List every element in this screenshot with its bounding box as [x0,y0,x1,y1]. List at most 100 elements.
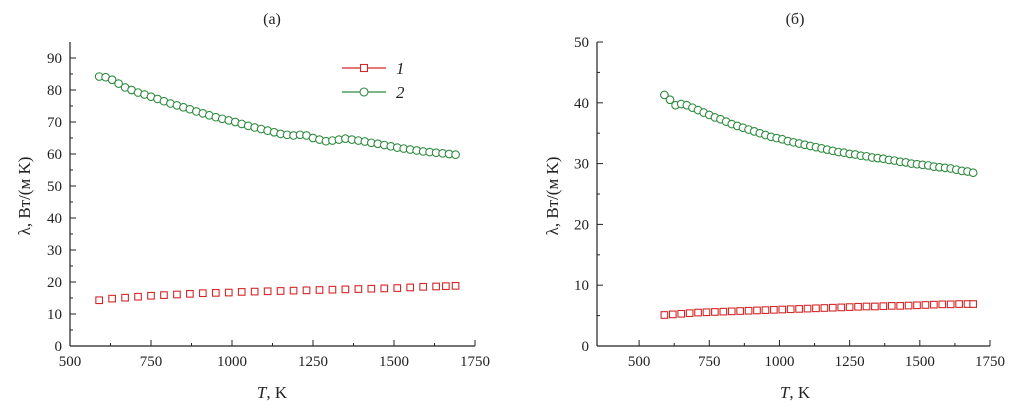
data-point-series-2 [660,90,669,100]
data-point-series-1 [380,284,389,293]
data-point-series-1 [969,300,978,308]
x-tick-label: 1000 [217,354,247,370]
data-point-series-1 [879,302,888,311]
data-point-series-1 [913,301,921,310]
y-axis-title: λ, Вт/(м K) [543,157,562,236]
y-tick-label: 80 [47,83,62,99]
data-point-series-1 [328,285,337,294]
x-tick-label: 1500 [379,354,409,370]
data-point-series-1 [668,310,677,319]
data-point-series-1 [198,289,207,298]
data-point-series-1 [315,286,324,294]
series-2 [660,90,978,178]
data-point-series-1 [302,286,311,295]
data-point-series-1 [173,290,181,299]
data-point-series-2 [107,75,117,85]
data-point-series-1 [121,293,129,302]
data-point-series-1 [711,308,719,316]
data-point-series-1 [719,307,728,316]
y-tick-label: 0 [582,339,590,355]
data-point-series-1 [930,300,938,309]
data-point-series-1 [896,302,905,310]
data-point-series-1 [871,302,879,311]
y-axis-title: λ, Вт/(м K) [15,157,34,236]
series-2 [94,72,460,159]
data-point-series-1 [862,302,871,311]
chart-panel-2: (б) 0 10 20 30 40 50 500 750 1000 1250 1500 1750 T, K… [543,11,1005,402]
data-point-series-1 [795,305,803,313]
y-tick-label: 10 [574,278,589,294]
data-point-series-1 [432,282,440,291]
data-point-series-1 [744,306,753,315]
data-point-series-1 [828,303,837,312]
data-point-series-1 [224,288,233,297]
data-point-series-1 [419,282,428,291]
data-point-series-1 [276,287,285,295]
data-point-series-1 [660,311,669,319]
data-point-series-1 [341,285,350,294]
data-point-series-1 [108,294,116,303]
data-point-series-1 [677,309,686,318]
y-tick-label: 70 [47,115,62,131]
data-point-series-1 [887,302,896,310]
data-point-series-1 [702,308,711,317]
data-point-series-1 [820,304,829,312]
data-point-series-1 [134,292,142,301]
x-axis-unit: , K [266,383,288,402]
y-tick-label: 60 [47,147,62,163]
data-point-series-1 [685,309,694,318]
data-point-series-1 [160,291,168,299]
data-point-series-1 [367,284,376,293]
data-point-series-1 [237,288,246,296]
series-1 [660,300,978,319]
data-point-series-1 [845,303,854,311]
data-point-series-1 [289,286,298,295]
y-tick-label: 50 [574,35,589,51]
data-point-series-2 [451,150,460,159]
x-axis-symbol: T [780,383,791,402]
x-tick-label: 1750 [975,354,1005,370]
panel-label: (б) [786,11,805,28]
x-axis-symbol: T [257,383,268,402]
data-point-series-2 [665,95,675,105]
x-tick-label: 500 [628,354,651,370]
data-point-series-1 [147,291,155,300]
data-point-series-1 [451,281,460,290]
data-point-series-1 [211,289,220,297]
data-point-series-1 [955,300,963,308]
y-tick-label: 0 [55,339,63,355]
x-tick-label: 750 [698,354,721,370]
data-point-series-1 [736,307,745,315]
data-point-series-1 [946,300,955,309]
data-point-series-1 [812,304,820,313]
legend: 12 [342,59,405,102]
data-point-series-1 [186,289,194,298]
data-point-series-1 [904,301,913,310]
y-tick-label: 30 [47,243,62,259]
data-point-series-1 [263,287,272,296]
data-point-series-1 [786,305,795,314]
x-tick-label: 500 [59,354,82,370]
x-tick-label: 1000 [764,354,794,370]
data-point-series-1 [769,305,778,314]
y-tick-label: 40 [574,96,589,112]
x-axis-unit: , K [789,383,811,402]
y-tick-label: 20 [574,217,589,233]
legend-label-1: 1 [396,59,405,78]
x-tick-label: 1250 [298,354,328,370]
data-point-series-1 [406,283,415,292]
data-point-series-1 [441,282,450,291]
y-tick-label: 30 [574,157,589,173]
x-axis-title: T, K [257,383,288,402]
data-point-series-1 [837,303,846,312]
data-point-series-1 [393,284,402,292]
data-point-series-2 [114,79,123,88]
data-point-series-1 [250,287,259,296]
data-point-series-1 [761,306,770,314]
y-tick-label: 10 [47,307,62,323]
y-tick-label: 40 [47,211,62,227]
panel-label: (а) [263,11,281,28]
x-tick-label: 1250 [835,354,865,370]
x-axis-title: T, K [780,383,811,402]
